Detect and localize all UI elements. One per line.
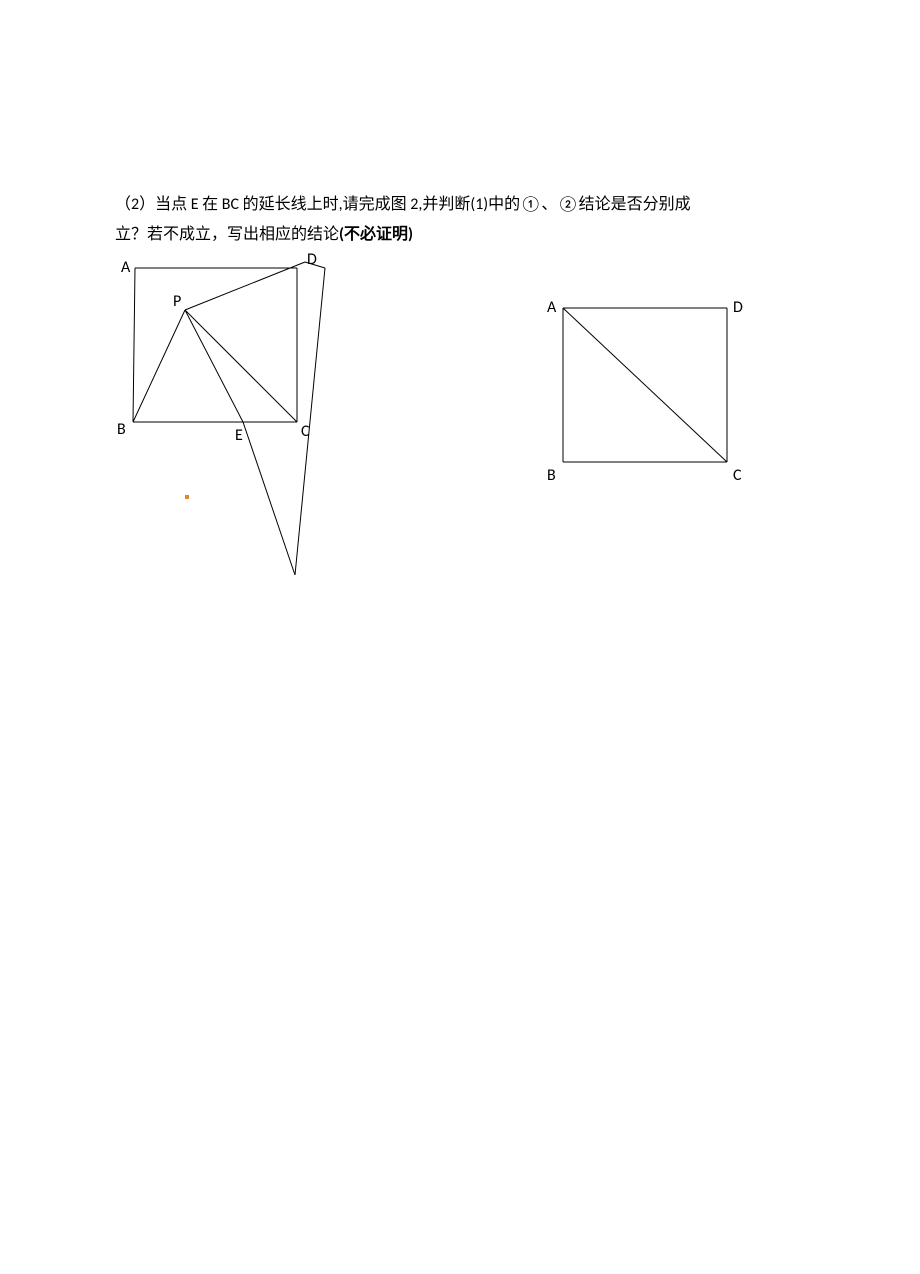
edge-b-a: [133, 268, 135, 422]
question-line1: （2）当点 E 在 BC 的延长线上时,请完成图 2,并判断(1)中的①、②结论…: [115, 195, 691, 214]
label2-d: D: [733, 298, 743, 317]
question-text: （2）当点 E 在 BC 的延长线上时,请完成图 2,并判断(1)中的①、②结论…: [115, 190, 815, 250]
figures-container: A D B C E P A D B C: [115, 250, 815, 610]
figure-2: A D B C: [545, 290, 765, 505]
figure-1-svg: A D B C E P: [115, 250, 375, 600]
edge-p-d: [185, 262, 305, 310]
label2-c: C: [733, 466, 742, 485]
edge-p-c: [185, 310, 297, 422]
label2-b: B: [547, 466, 556, 485]
edge-d-f: [295, 268, 325, 575]
question-line2: 立？若不成立，写出相应的结论: [115, 225, 339, 244]
label-b: B: [117, 420, 126, 439]
edge-b-p: [133, 310, 185, 422]
label-a: A: [121, 258, 131, 277]
edge-e-f: [243, 422, 295, 575]
figure-1: A D B C E P: [115, 250, 375, 605]
stray-dot: [185, 495, 189, 499]
label-p: P: [173, 292, 181, 311]
edge-p-e: [185, 310, 243, 422]
figure-2-svg: A D B C: [545, 290, 765, 500]
label-e: E: [235, 426, 243, 445]
label-d: D: [307, 250, 317, 269]
label2-a: A: [547, 298, 557, 317]
question-note: (不必证明): [339, 225, 413, 244]
edge2-a-c: [563, 308, 727, 462]
label-c: C: [301, 422, 310, 441]
